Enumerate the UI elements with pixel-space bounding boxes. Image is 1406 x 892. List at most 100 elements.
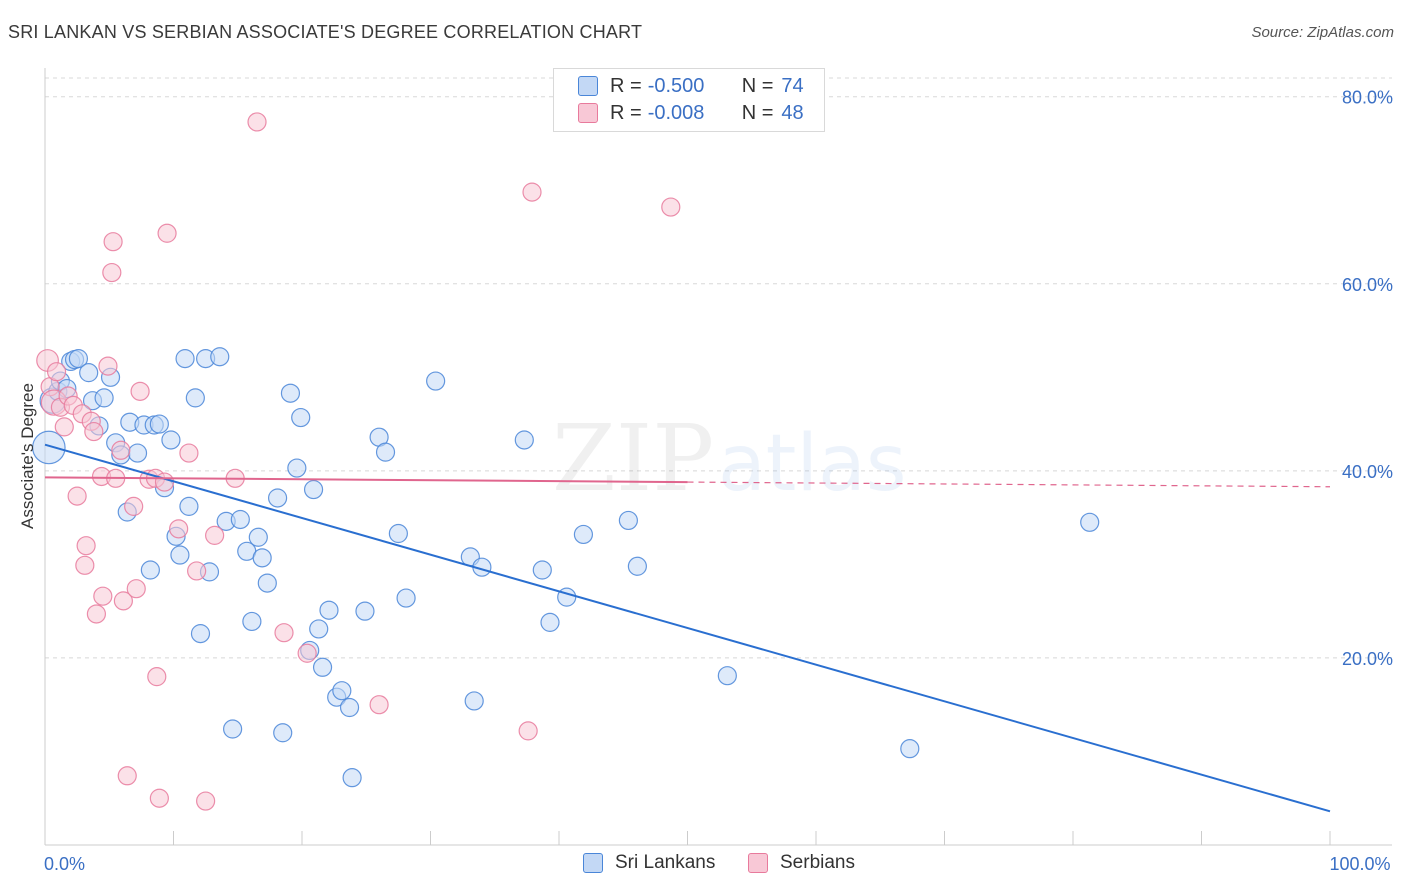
sri-lankan-point (1080, 512, 1100, 532)
sri-lankan-point (32, 430, 66, 465)
sri-lankan-point (309, 619, 329, 639)
serbian-trend-line-dashed (687, 481, 1331, 488)
serbian-point (661, 197, 681, 217)
serbian-point (111, 440, 131, 460)
serbian-point (117, 766, 137, 786)
serbian-point (247, 112, 267, 132)
serbian-point (84, 421, 104, 442)
sri-lankan-point (287, 458, 307, 478)
legend-n-value: 74 (781, 74, 804, 97)
source-label: Source: ZipAtlas.com (1251, 24, 1394, 41)
sri-lankan-point (248, 527, 268, 547)
serbian-point (130, 381, 150, 401)
gridlines (45, 77, 1392, 659)
legend-r-value: -0.500 (647, 74, 705, 97)
sri-lankan-point (540, 612, 560, 632)
serbian-point (98, 356, 118, 376)
legend-row-serbians: R = -0.008 N = 48 (578, 100, 804, 126)
serbian-point (518, 721, 538, 741)
sri-lankan-point (190, 624, 211, 644)
serbian-point (274, 623, 294, 643)
sri-lankan-point (273, 723, 293, 743)
legend-row-sri-lankans: R = -0.500 N = 74 (578, 73, 804, 99)
sri-lankan-point (355, 601, 375, 621)
legend-swatch-pink (578, 103, 598, 123)
sri-lankan-point (267, 488, 288, 508)
sri-lankan-point (161, 430, 181, 450)
sri-lankan-point (573, 524, 594, 545)
bottom-legend-swatch-pink (748, 853, 768, 873)
sri-lankan-point (291, 407, 311, 428)
sri-lankan-point (514, 430, 534, 450)
sri-lankan-point (170, 545, 190, 565)
serbian-point (205, 525, 225, 545)
serbian-point (126, 579, 146, 599)
tick-labels: 20.0% 40.0% 60.0% 80.0% 0.0% 100.0% (44, 88, 1393, 874)
sri-lankan-point (618, 510, 638, 531)
sri-lankan-point (210, 347, 230, 367)
serbian-point (149, 788, 169, 808)
sri-lankan-point (627, 556, 647, 576)
legend-n-value: 48 (781, 101, 804, 124)
legend-n-label: N = (741, 101, 774, 124)
sri-lankan-point (426, 371, 446, 391)
sri-lankan-point (179, 496, 199, 516)
serbian-point (93, 586, 113, 606)
bottom-legend-sri-lankans: Sri Lankans (583, 852, 715, 874)
y-tick-label: 60.0% (1342, 275, 1393, 295)
bottom-legend-label: Serbians (780, 852, 855, 873)
bottom-legend-serbians: Serbians (748, 852, 855, 874)
serbian-point (297, 643, 317, 663)
sri-lankan-point (532, 560, 552, 580)
serbian-point (67, 486, 87, 506)
legend-n-label: N = (741, 74, 774, 97)
watermark: ZIP atlas (552, 405, 907, 512)
correlation-legend: R = -0.500 N = 74 R = -0.008 N = 48 (553, 68, 825, 132)
serbian-point (154, 472, 175, 492)
sri-lankan-point (342, 768, 362, 788)
serbian-point (179, 443, 199, 463)
serbian-point (113, 591, 133, 611)
serbian-point (46, 362, 67, 382)
data-points (32, 112, 1100, 811)
x-tick-label: 100.0% (1329, 854, 1390, 874)
sri-lankan-point (257, 573, 277, 593)
serbian-point (54, 417, 74, 437)
bottom-legend-label: Sri Lankans (615, 852, 716, 873)
sri-lankan-point (332, 681, 352, 701)
serbian-point (169, 519, 189, 539)
serbian-point (124, 496, 144, 516)
sri-lankan-point (149, 414, 169, 434)
serbian-point (187, 561, 207, 581)
serbian-trend-line (44, 476, 688, 484)
sri-lankan-point (900, 739, 920, 759)
sri-lankan-point (375, 442, 396, 462)
serbian-point (522, 182, 542, 202)
sri-lankan-point (396, 588, 416, 608)
legend-r-label: R = (610, 101, 642, 124)
sri-lankan-point (242, 611, 262, 632)
legend-r-value: -0.008 (647, 101, 705, 124)
serbian-point (157, 223, 177, 243)
serbian-point (76, 536, 96, 556)
sri-lankan-point (280, 383, 301, 403)
sri-lankan-point (464, 691, 484, 711)
watermark-zip: ZIP (552, 405, 714, 512)
sri-lankan-point (319, 600, 339, 620)
sri-lankan-trend-line (44, 443, 1331, 813)
serbian-point (147, 667, 167, 687)
sri-lankan-point (339, 697, 360, 718)
y-axis-label: Associate's Degree (18, 383, 37, 529)
sri-lankan-point (175, 349, 195, 369)
watermark-atlas: atlas (718, 419, 907, 509)
sri-lankan-point (127, 443, 148, 463)
sri-lankan-point (79, 363, 99, 383)
sri-lankan-point (230, 509, 250, 530)
sri-lankan-point (94, 388, 114, 408)
sri-lankan-point (140, 560, 160, 580)
y-tick-label: 20.0% (1342, 649, 1393, 669)
sri-lankan-point (185, 388, 205, 408)
sri-lankan-point (312, 657, 333, 677)
sri-lankan-point (717, 666, 737, 686)
